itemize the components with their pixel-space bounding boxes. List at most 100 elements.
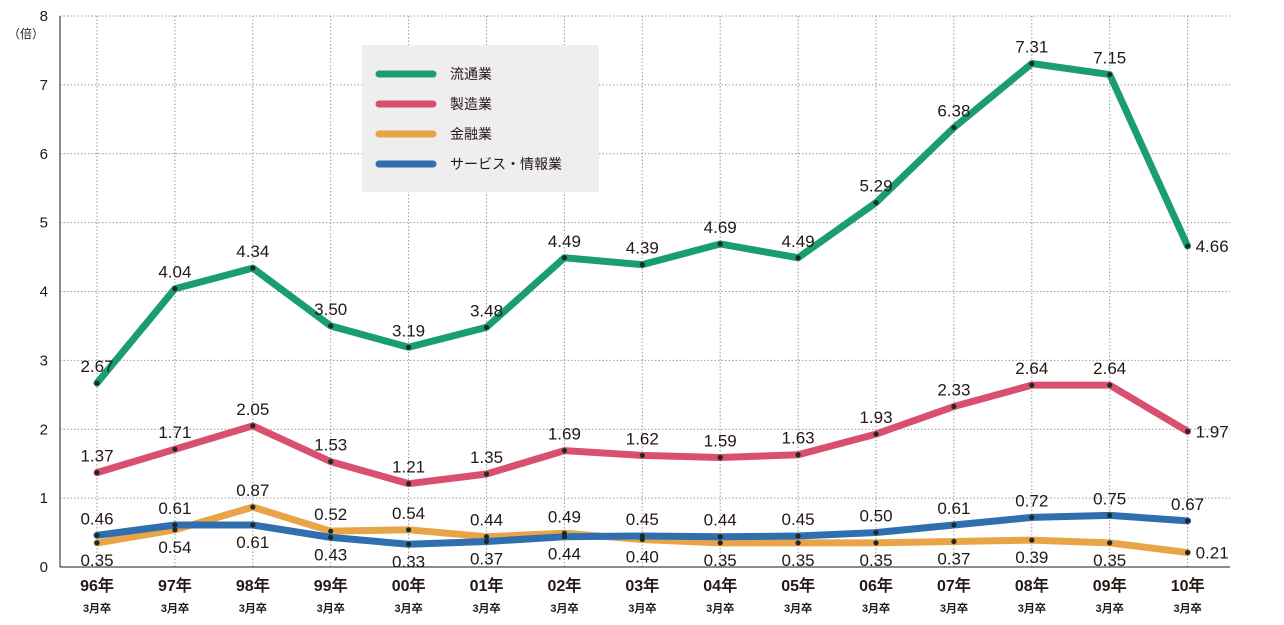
- data-point-seizo: [328, 459, 334, 465]
- data-label-kinyu: 0.35: [1093, 551, 1126, 570]
- data-label-kinyu: 0.39: [1015, 548, 1048, 567]
- data-label-service: 0.37: [470, 550, 503, 569]
- data-label-seizo: 1.71: [158, 423, 191, 442]
- data-point-seizo: [94, 470, 100, 476]
- x-tick-sublabel: 3月卒: [161, 601, 189, 615]
- data-label-seizo: 1.59: [704, 431, 737, 450]
- x-tick-sublabel: 3月卒: [706, 601, 734, 615]
- data-point-seizo: [1029, 382, 1035, 388]
- data-point-ryutsu: [1185, 243, 1191, 249]
- data-point-seizo: [951, 403, 957, 410]
- data-label-service: 0.45: [626, 510, 659, 529]
- data-label-service: 0.43: [314, 545, 347, 564]
- x-tick-label: 09年: [1093, 576, 1127, 595]
- x-tick-label: 99年: [314, 576, 348, 595]
- y-tick-label: 5: [40, 215, 48, 232]
- x-tick-sublabel: 3月卒: [940, 601, 968, 615]
- legend-label-service: サービス・情報業: [450, 156, 562, 172]
- data-point-seizo: [1185, 428, 1191, 434]
- data-point-seizo: [873, 431, 879, 437]
- data-label-service: 0.33: [392, 552, 425, 571]
- data-point-seizo: [795, 452, 801, 458]
- data-label-ryutsu: 4.04: [158, 263, 191, 282]
- data-label-seizo: 1.35: [470, 448, 503, 467]
- data-label-seizo: 1.69: [548, 425, 581, 444]
- data-point-kinyu: [1185, 549, 1191, 556]
- data-point-ryutsu: [795, 255, 801, 261]
- data-label-ryutsu: 4.69: [704, 218, 737, 237]
- x-tick-sublabel: 3月卒: [550, 601, 578, 615]
- legend-label-seizo: 製造業: [450, 96, 492, 112]
- data-label-ryutsu: 3.19: [392, 321, 425, 340]
- data-point-service: [717, 534, 723, 540]
- data-point-seizo: [717, 454, 723, 461]
- y-tick-label: 7: [40, 77, 48, 94]
- data-point-kinyu: [406, 527, 412, 533]
- x-tick-label: 03年: [625, 576, 659, 595]
- x-tick-label: 98年: [236, 576, 270, 595]
- data-point-service: [1029, 514, 1035, 521]
- data-point-service: [1185, 518, 1191, 524]
- data-label-service: 0.61: [236, 533, 269, 552]
- y-axis-ticks: 0 1 2 3 4 5 6 7 8: [40, 8, 48, 576]
- y-tick-label: 2: [40, 421, 48, 438]
- data-label-ryutsu: 4.49: [782, 232, 815, 251]
- data-point-service: [873, 529, 879, 536]
- data-label-kinyu: 0.49: [548, 507, 581, 526]
- x-tick-sublabel: 3月卒: [1174, 601, 1202, 615]
- data-label-seizo: 1.63: [782, 429, 815, 448]
- data-label-kinyu: 0.35: [859, 551, 892, 570]
- data-labels: 2.67 4.04 4.34 3.50 3.19 3.48 4.49 4.39 4.69 4.49…: [80, 38, 1228, 572]
- data-label-kinyu: 0.35: [80, 551, 113, 570]
- data-label-kinyu: 0.40: [626, 547, 659, 566]
- data-label-seizo: 1.62: [626, 429, 659, 448]
- data-point-ryutsu: [561, 255, 568, 261]
- x-tick-label: 10年: [1171, 576, 1205, 595]
- data-label-service: 0.61: [937, 499, 970, 518]
- data-label-kinyu: 0.35: [704, 551, 737, 570]
- data-label-kinyu: 0.35: [782, 551, 815, 570]
- data-point-service: [328, 534, 334, 540]
- x-tick-label: 08年: [1015, 576, 1049, 595]
- data-label-kinyu: 0.44: [470, 511, 503, 530]
- x-tick-label: 04年: [703, 576, 737, 595]
- x-tick-sublabel: 3月卒: [862, 601, 890, 615]
- x-tick-sublabel: 3月卒: [83, 601, 111, 615]
- data-point-seizo: [406, 481, 412, 487]
- data-point-service: [951, 522, 957, 528]
- data-label-service: 0.75: [1093, 489, 1126, 508]
- data-label-seizo: 2.64: [1015, 359, 1048, 378]
- x-tick-sublabel: 3月卒: [395, 601, 423, 615]
- x-tick-label: 97年: [158, 576, 192, 595]
- data-label-seizo: 1.21: [392, 458, 425, 477]
- x-tick-sublabel: 3月卒: [628, 601, 656, 615]
- data-label-kinyu: 0.54: [392, 504, 425, 523]
- data-point-seizo: [250, 423, 256, 429]
- data-label-service: 0.50: [859, 507, 892, 526]
- data-point-service: [250, 522, 256, 528]
- data-point-seizo: [561, 448, 568, 454]
- data-label-service: 0.44: [704, 511, 737, 530]
- data-point-seizo: [483, 471, 490, 477]
- x-tick-label: 96年: [80, 576, 114, 595]
- data-point-kinyu: [172, 527, 178, 533]
- x-tick-label: 07年: [937, 576, 971, 595]
- data-label-ryutsu: 2.67: [80, 357, 113, 376]
- y-tick-label: 3: [40, 352, 48, 369]
- x-tick-label: 05年: [781, 576, 815, 595]
- data-point-ryutsu: [172, 286, 178, 292]
- y-tick-label: 6: [40, 146, 48, 163]
- data-point-ryutsu: [951, 124, 957, 131]
- data-point-service: [406, 541, 412, 547]
- data-point-ryutsu: [483, 324, 490, 330]
- data-point-kinyu: [873, 540, 879, 546]
- data-label-seizo: 1.53: [314, 436, 347, 455]
- y-tick-label: 1: [40, 490, 48, 507]
- data-point-ryutsu: [639, 262, 645, 268]
- data-point-ryutsu: [94, 380, 100, 386]
- data-label-ryutsu: 4.66: [1196, 237, 1229, 256]
- data-point-seizo: [639, 452, 645, 459]
